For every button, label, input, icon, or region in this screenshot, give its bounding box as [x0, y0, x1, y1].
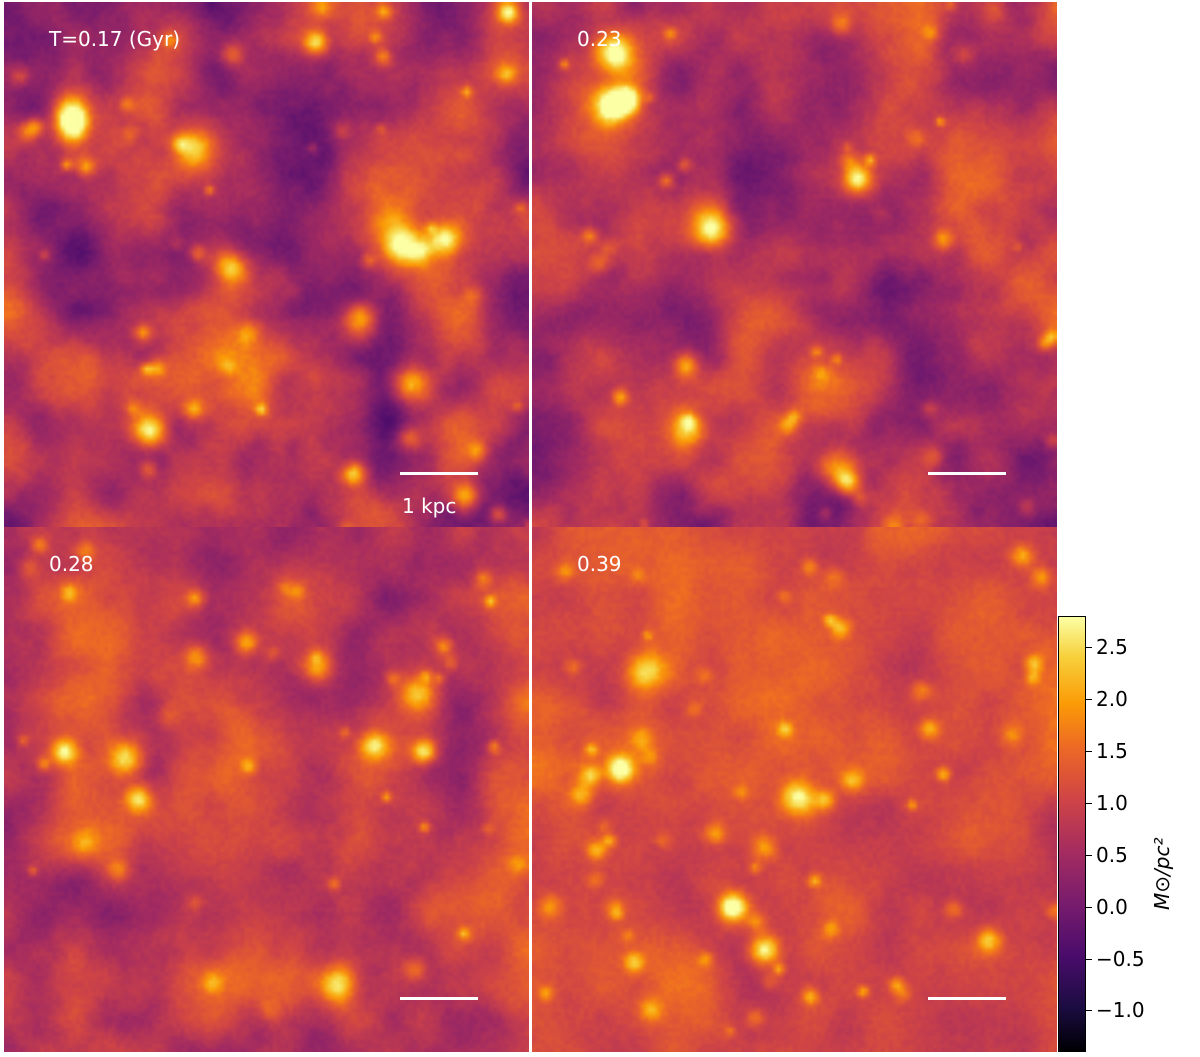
density-map — [4, 527, 529, 1052]
colorbar-tick-label: −0.5 — [1096, 946, 1145, 971]
colorbar-tick-label: 0.5 — [1096, 842, 1128, 867]
colorbar-tick — [1086, 647, 1092, 649]
time-label: 0.28 — [49, 552, 94, 576]
colorbar-tick-label: 2.0 — [1096, 687, 1128, 712]
colorbar-title-text: M⊙/pc² — [1150, 837, 1174, 910]
density-panel-t039: 0.39 — [532, 527, 1057, 1052]
panel-divider — [529, 0, 532, 1057]
colorbar — [1058, 616, 1086, 1052]
scale-bar — [400, 997, 478, 1000]
colorbar-tick — [1086, 750, 1092, 752]
scale-bar — [400, 472, 478, 475]
colorbar-title: M⊙/pc² — [1150, 760, 1200, 910]
density-panel-t028: 0.28 — [4, 527, 529, 1052]
colorbar-tick — [1086, 699, 1092, 701]
scale-bar-label: 1 kpc — [402, 494, 457, 518]
time-label: 0.39 — [577, 552, 622, 576]
colorbar-tick — [1086, 854, 1092, 856]
colorbar-tick-label: −1.0 — [1096, 998, 1145, 1023]
density-panel-t023: 0.23 — [532, 2, 1057, 527]
colorbar-tick — [1086, 1010, 1092, 1012]
colorbar-tick-label: 1.0 — [1096, 790, 1128, 815]
colorbar-tick — [1086, 906, 1092, 908]
scale-bar — [928, 997, 1006, 1000]
density-map — [4, 2, 529, 527]
colorbar-tick-label: 1.5 — [1096, 738, 1128, 763]
colorbar-tick-label: 2.5 — [1096, 635, 1128, 660]
scale-bar — [928, 472, 1006, 475]
colorbar-tick — [1086, 958, 1092, 960]
colorbar-tick — [1086, 802, 1092, 804]
time-label: T=0.17 (Gyr) — [49, 27, 181, 51]
density-map — [532, 2, 1057, 527]
time-label: 0.23 — [577, 27, 622, 51]
density-map — [532, 527, 1057, 1052]
density-panel-t017: T=0.17 (Gyr) 1 kpc — [4, 2, 529, 527]
colorbar-tick-label: 0.0 — [1096, 894, 1128, 919]
